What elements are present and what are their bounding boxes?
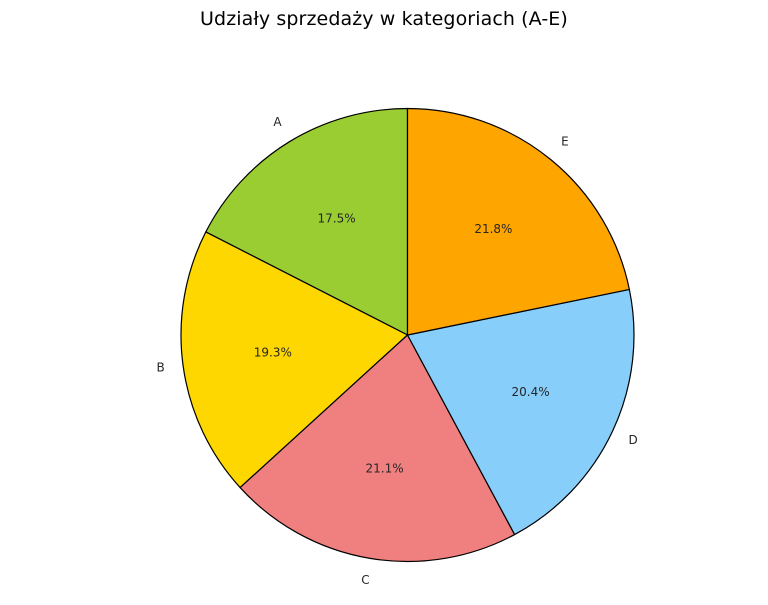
slice-pct-d: 20.4% xyxy=(512,385,550,399)
pie-labels: A B C D E 17.5% 19.3% 21.1% 20.4% 21.8% xyxy=(156,115,637,587)
pie-slice-a xyxy=(205,107,409,336)
pie-slice-d xyxy=(406,288,635,536)
slice-label-d: D xyxy=(629,433,638,447)
slice-label-a: A xyxy=(273,115,282,129)
slice-pct-c: 21.1% xyxy=(366,461,404,475)
slice-label-c: C xyxy=(361,573,369,587)
pie-slice-c xyxy=(239,334,516,563)
chart-title: Udziały sprzedaży w kategoriach (A-E) xyxy=(200,8,568,30)
slice-label-b: B xyxy=(156,361,164,375)
slice-pct-b: 19.3% xyxy=(254,346,292,360)
pie-slices xyxy=(180,107,635,563)
pie-slice-b xyxy=(180,231,409,489)
pie-slice-e xyxy=(406,107,630,336)
slice-pct-e: 21.8% xyxy=(474,222,512,236)
slice-pct-a: 17.5% xyxy=(317,212,355,226)
slice-label-e: E xyxy=(561,134,569,148)
